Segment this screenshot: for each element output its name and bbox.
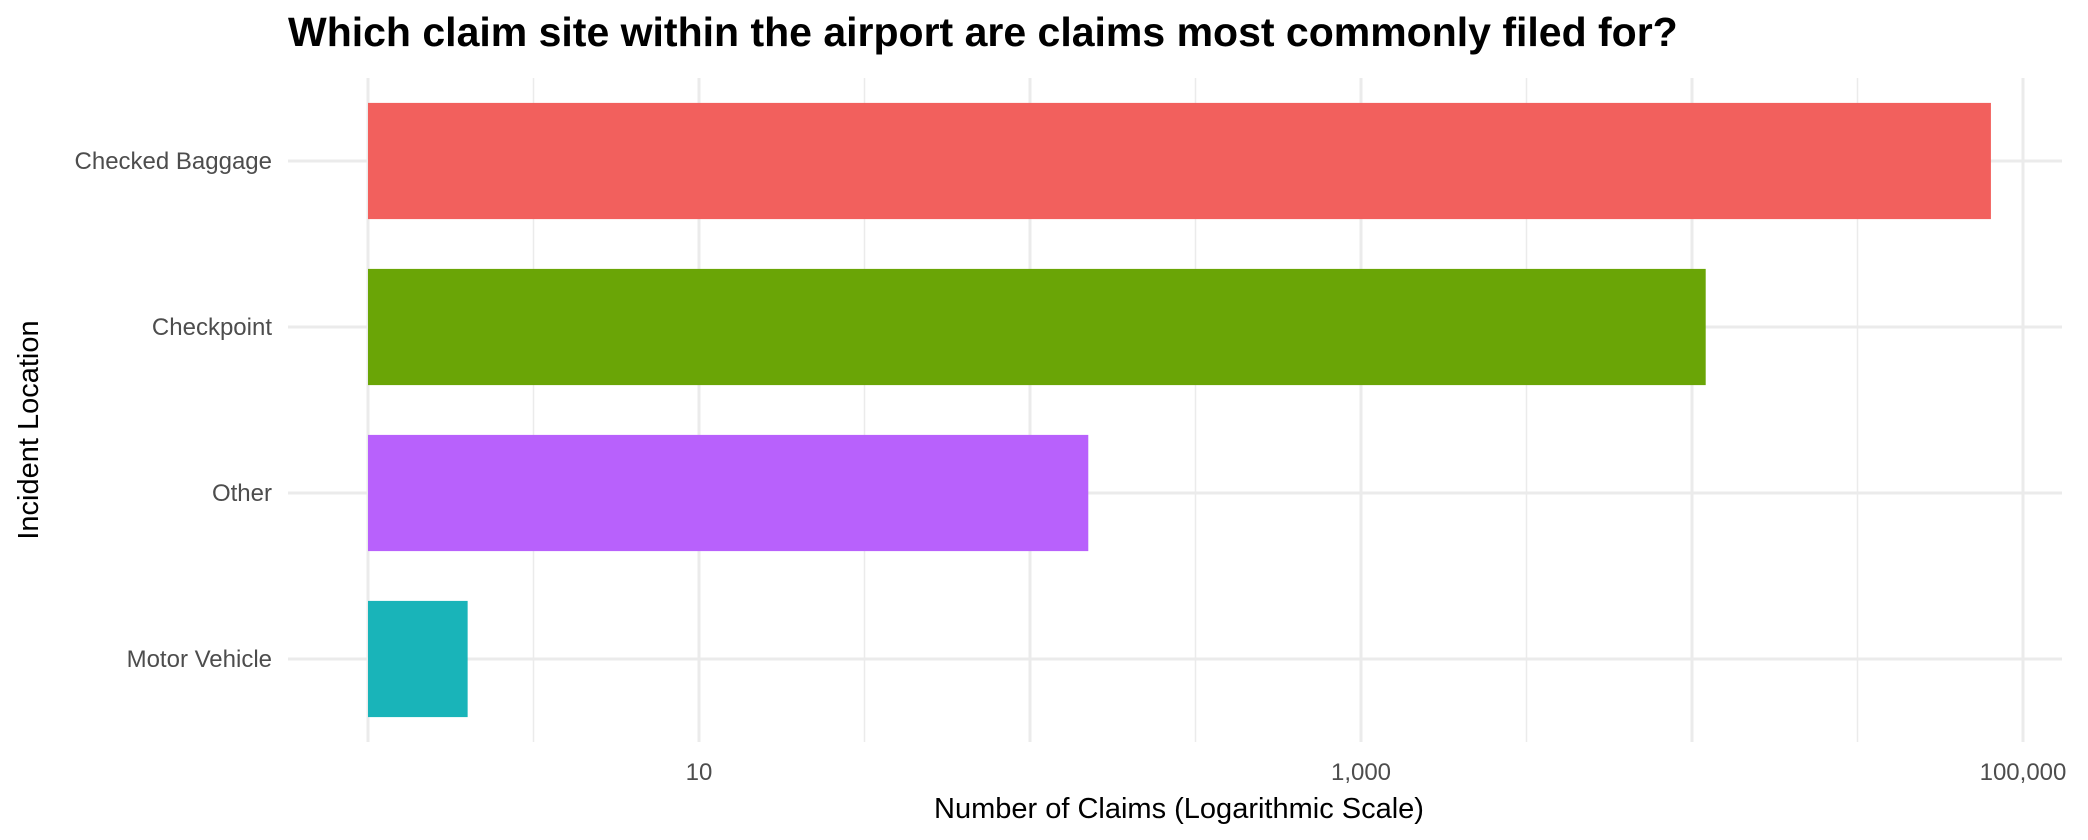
y-tick-label: Checkpoint xyxy=(152,314,272,341)
y-tick-label: Checked Baggage xyxy=(75,148,272,175)
y-tick-label: Motor Vehicle xyxy=(127,646,272,673)
chart-title: Which claim site within the airport are … xyxy=(288,9,1678,55)
y-tick-label: Other xyxy=(212,480,272,507)
y-axis-tick-labels: Checked Baggage Checkpoint Other Motor Vehi… xyxy=(75,148,273,673)
x-tick-label: 1,000 xyxy=(1331,759,1391,786)
x-tick-label: 100,000 xyxy=(1980,759,2067,786)
bar xyxy=(368,600,468,718)
x-tick-label: 10 xyxy=(686,759,713,786)
bar xyxy=(368,102,1991,220)
y-axis-title: Incident Location xyxy=(13,320,45,539)
bar xyxy=(368,268,1706,386)
x-axis-title: Number of Claims (Logarithmic Scale) xyxy=(934,793,1424,825)
bars xyxy=(368,102,1991,718)
x-axis-tick-labels: 10 1,000 100,000 xyxy=(686,759,2067,786)
bar xyxy=(368,434,1089,552)
